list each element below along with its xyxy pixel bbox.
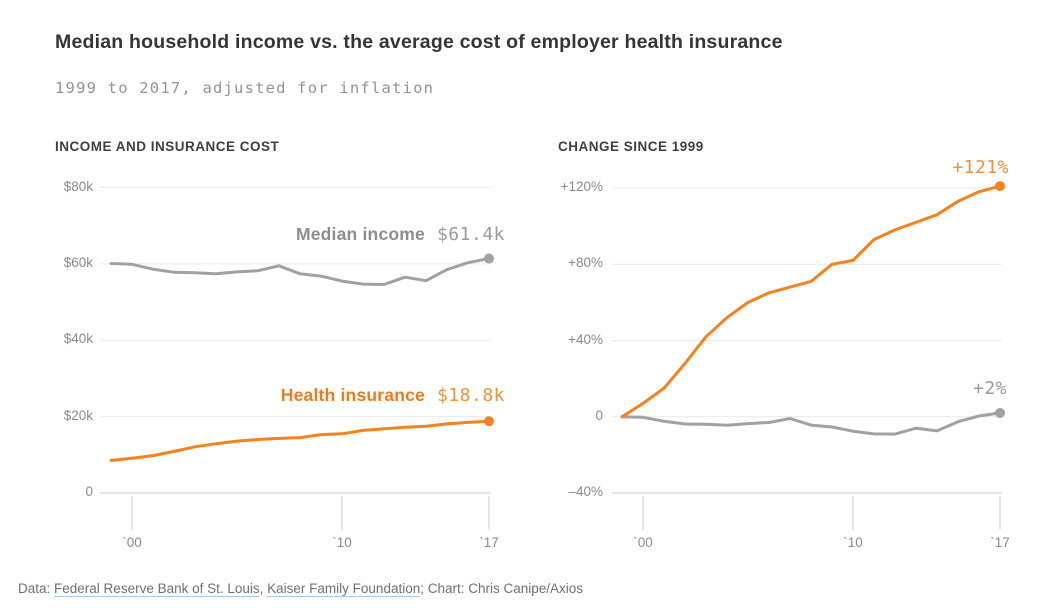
health-insurance-label: Health insurance xyxy=(280,385,425,405)
median-income-label: Median income xyxy=(295,224,425,244)
source-line: Data: Federal Reserve Bank of St. Louis,… xyxy=(18,581,583,596)
median-income-annotation: Median income $61.4k xyxy=(296,224,505,245)
source-suffix: ; Chart: Chris Canipe/Axios xyxy=(420,581,584,596)
median-income-value: $61.4k xyxy=(436,224,505,245)
health-insurance-value: $18.8k xyxy=(436,385,505,406)
series-end-dot-median_income xyxy=(484,253,494,264)
series-line-median_income xyxy=(109,257,491,286)
series-end-dot-health_insurance_change xyxy=(995,181,1005,192)
chart-subtitle: 1999 to 2017, adjusted for inflation xyxy=(55,79,435,97)
series-line-health_insurance xyxy=(109,419,491,462)
income-change-annotation: +2% xyxy=(973,378,1007,399)
chart-title: Median household income vs. the average … xyxy=(55,31,783,53)
series-end-dot-median_income_change xyxy=(995,407,1005,418)
insurance-change-value: +121% xyxy=(952,157,1009,178)
health-insurance-annotation: Health insurance $18.8k xyxy=(281,385,505,406)
income-change-value: +2% xyxy=(972,378,1007,399)
right-chart-title: CHANGE SINCE 1999 xyxy=(558,139,704,154)
series-end-dot-health_insurance xyxy=(484,416,494,427)
insurance-change-annotation: +121% xyxy=(952,157,1009,178)
series-line-median_income_change xyxy=(620,411,1002,436)
source-prefix: Data: xyxy=(18,581,55,596)
source-separator: , xyxy=(259,581,268,596)
series-line-health_insurance_change xyxy=(620,184,1002,419)
source-link-kaiser-family-foundation[interactable]: Kaiser Family Foundation xyxy=(267,581,421,596)
left-chart-title: INCOME AND INSURANCE COST xyxy=(55,139,280,154)
source-link-federal-reserve[interactable]: Federal Reserve Bank of St. Louis xyxy=(54,581,260,596)
